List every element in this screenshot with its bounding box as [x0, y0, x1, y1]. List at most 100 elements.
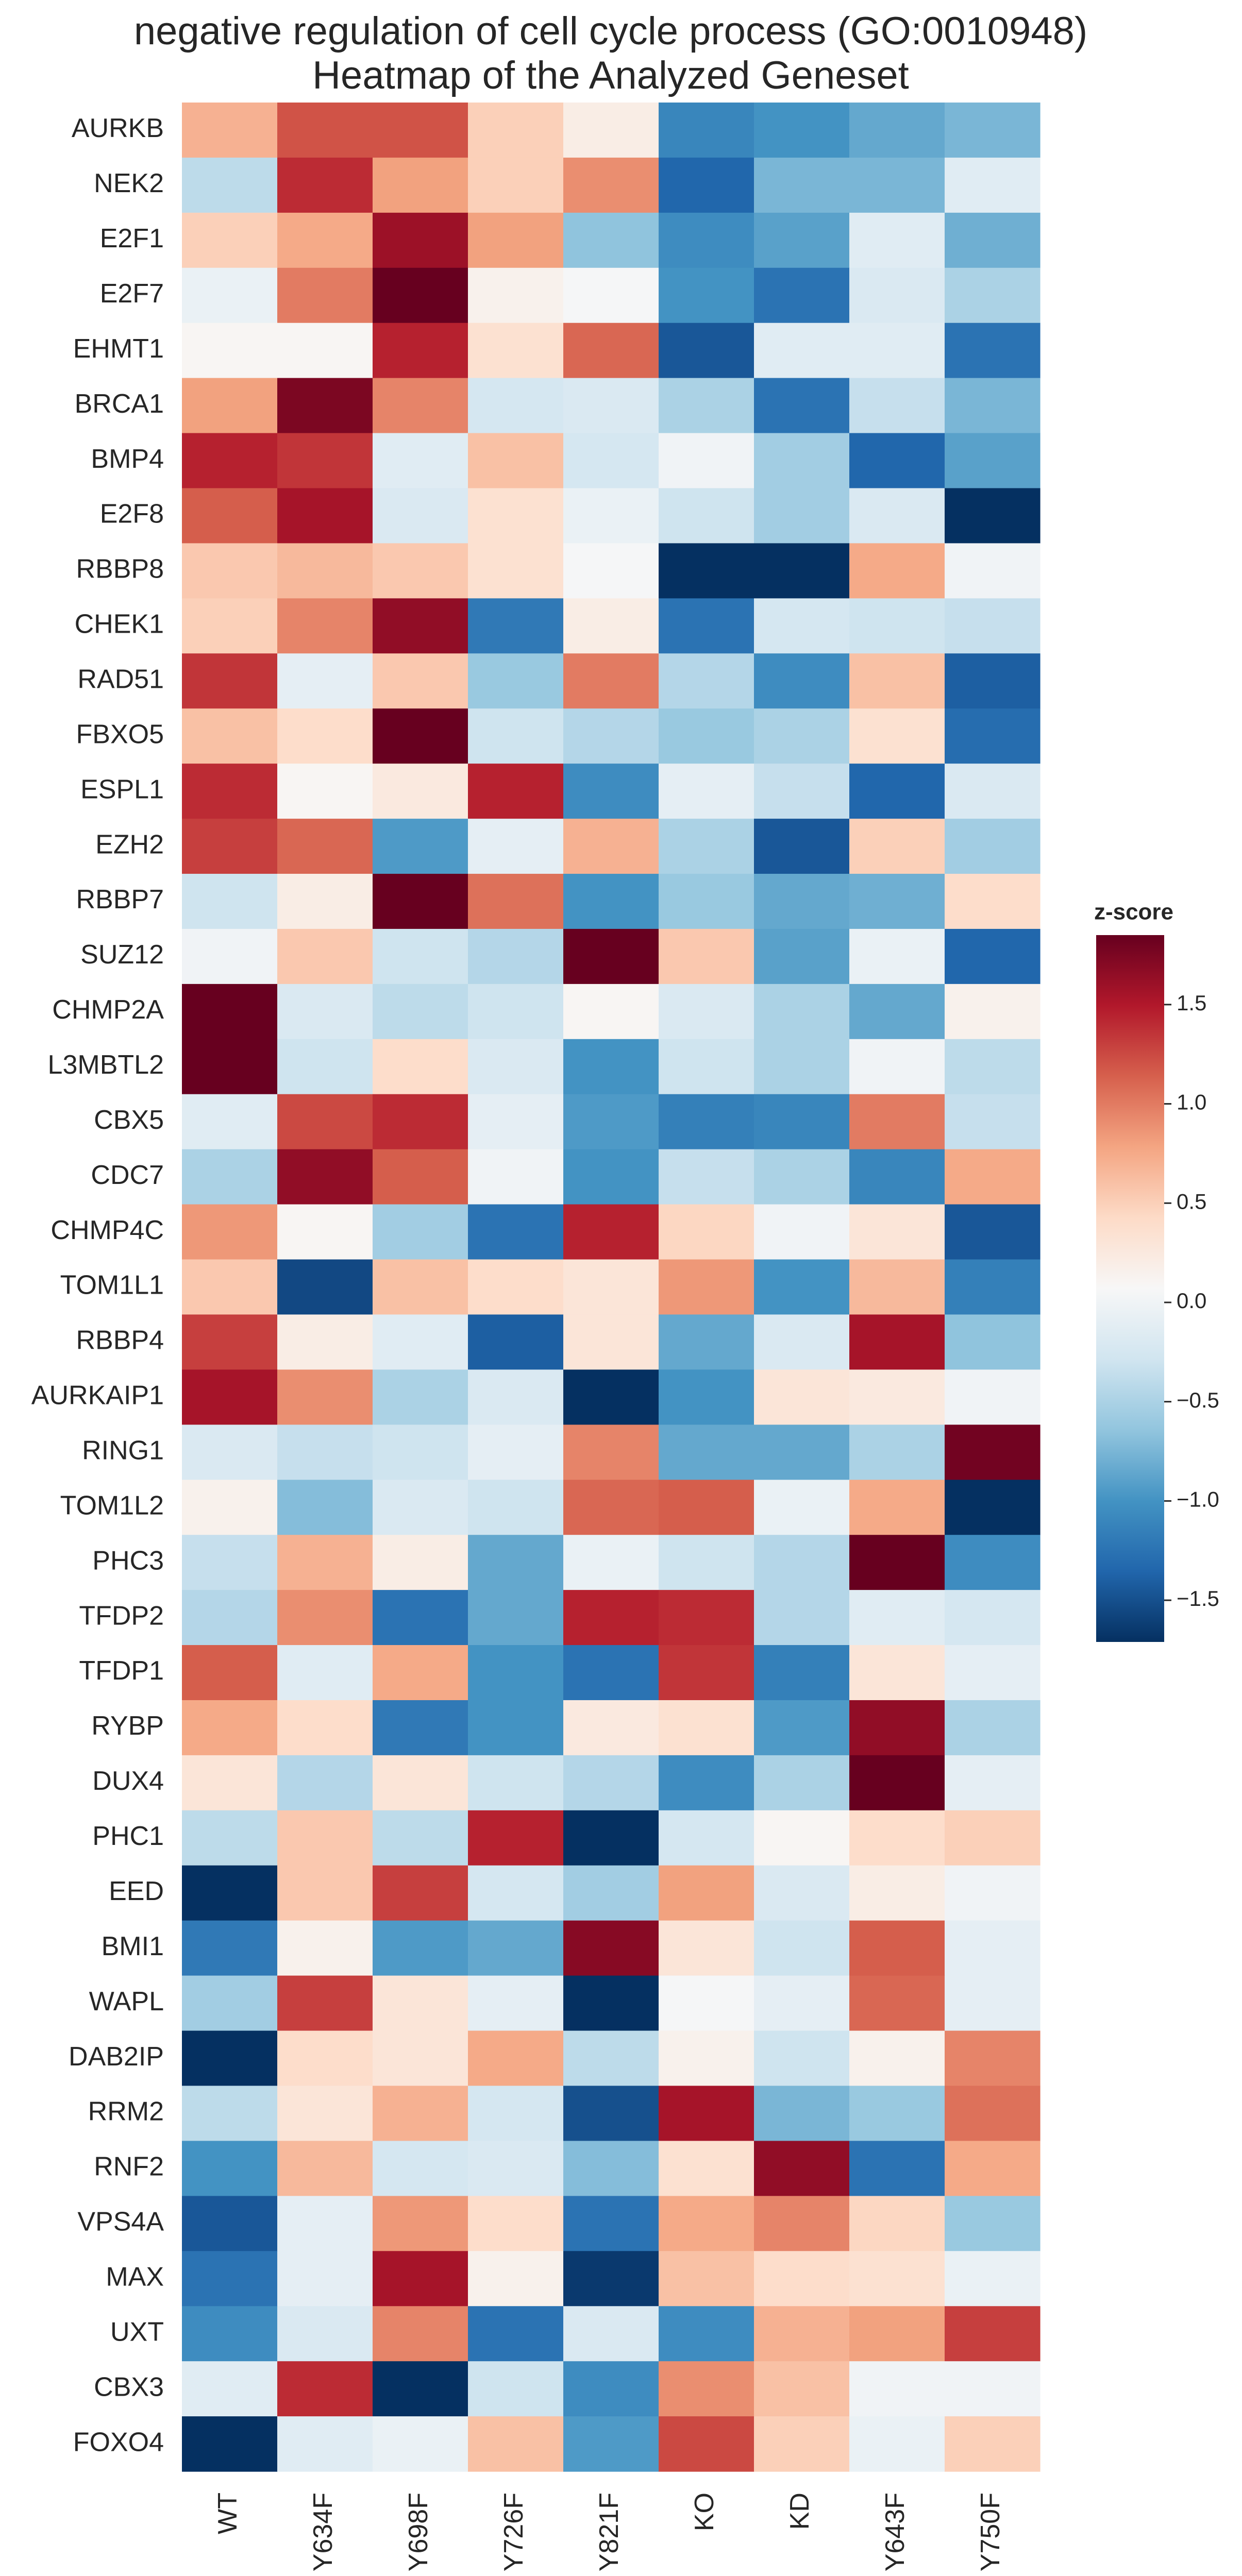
- heatmap-cell: [182, 2306, 278, 2362]
- heatmap-cell: [945, 1700, 1040, 1756]
- heatmap-cell: [754, 1645, 850, 1701]
- heatmap-cell: [182, 1535, 278, 1590]
- heatmap-cell: [563, 819, 659, 874]
- heatmap-cell: [563, 1314, 659, 1370]
- heatmap-cell: [277, 598, 373, 654]
- heatmap-cell: [373, 212, 468, 268]
- heatmap-cell: [945, 764, 1040, 819]
- colorbar-title: z-score: [1094, 900, 1173, 925]
- heatmap-cell: [754, 708, 850, 764]
- heatmap-cell: [277, 2141, 373, 2196]
- row-label: E2F1: [100, 224, 164, 253]
- heatmap-cell: [849, 653, 945, 709]
- heatmap-cell: [754, 1480, 850, 1535]
- heatmap-cell: [659, 1204, 754, 1260]
- heatmap-cell: [277, 1755, 373, 1811]
- heatmap-cell: [468, 323, 564, 379]
- heatmap-cell: [468, 1314, 564, 1370]
- heatmap-cell: [659, 2196, 754, 2251]
- heatmap-cell: [754, 653, 850, 709]
- heatmap-cell: [945, 1535, 1040, 1590]
- colorbar-tick-label: 0.0: [1177, 1289, 1206, 1313]
- heatmap-cell: [563, 598, 659, 654]
- heatmap-cell: [659, 1314, 754, 1370]
- heatmap-cell: [563, 488, 659, 544]
- heatmap-cell: [849, 764, 945, 819]
- heatmap-cell: [373, 874, 468, 929]
- heatmap-cell: [945, 1204, 1040, 1260]
- heatmap-cell: [945, 1755, 1040, 1811]
- heatmap-cell: [563, 2086, 659, 2142]
- heatmap-cell: [849, 2361, 945, 2417]
- colorbar-tick-label: −1.5: [1177, 1586, 1219, 1611]
- heatmap-cell: [277, 488, 373, 544]
- heatmap-cell: [659, 2030, 754, 2087]
- heatmap-cell: [945, 1975, 1040, 2031]
- heatmap-cell: [468, 2196, 564, 2251]
- heatmap-cell: [468, 653, 564, 709]
- heatmap-cell: [754, 1204, 850, 1260]
- heatmap-cell: [563, 1204, 659, 1260]
- heatmap-cell: [373, 1369, 468, 1425]
- heatmap-cell: [849, 1700, 945, 1756]
- heatmap-cell: [849, 2030, 945, 2087]
- heatmap-cell: [182, 1645, 278, 1701]
- heatmap-cell: [182, 488, 278, 544]
- heatmap-cell: [849, 1314, 945, 1370]
- heatmap-cell: [849, 1865, 945, 1921]
- heatmap-cell: [754, 2196, 850, 2251]
- heatmap-cell: [659, 157, 754, 213]
- heatmap-cell: [182, 2196, 278, 2251]
- heatmap-cell: [373, 2141, 468, 2196]
- heatmap-cell: [945, 708, 1040, 764]
- heatmap-cell: [849, 598, 945, 654]
- heatmap-cell: [373, 433, 468, 489]
- heatmap-cell: [468, 708, 564, 764]
- heatmap-cell: [373, 2361, 468, 2417]
- heatmap-cell: [373, 2030, 468, 2087]
- heatmap-cell: [945, 2030, 1040, 2087]
- heatmap-cell: [754, 874, 850, 929]
- heatmap-cell: [849, 708, 945, 764]
- heatmap-cell: [849, 984, 945, 1040]
- heatmap-cell: [277, 708, 373, 764]
- heatmap-cell: [659, 212, 754, 268]
- heatmap-cell: [182, 1865, 278, 1921]
- heatmap-cell: [563, 2141, 659, 2196]
- colorbar-tick-label: 1.5: [1177, 991, 1206, 1015]
- heatmap-cell: [182, 2086, 278, 2142]
- heatmap-cell: [849, 103, 945, 158]
- heatmap-cell: [277, 1865, 373, 1921]
- row-label: NEK2: [94, 168, 164, 198]
- heatmap-cell: [659, 1535, 754, 1590]
- heatmap-cell: [277, 1700, 373, 1756]
- heatmap-cell: [563, 1480, 659, 1535]
- heatmap-cell: [277, 1259, 373, 1315]
- heatmap-cell: [849, 1039, 945, 1095]
- heatmap-cell: [945, 653, 1040, 709]
- heatmap-cell: [373, 764, 468, 819]
- heatmap-cell: [468, 1369, 564, 1425]
- row-label: BRCA1: [75, 389, 164, 419]
- heatmap-cell: [945, 212, 1040, 268]
- heatmap-cell: [182, 1810, 278, 1866]
- heatmap-cell: [468, 1480, 564, 1535]
- heatmap-cell: [373, 1975, 468, 2031]
- heatmap-cell: [945, 928, 1040, 985]
- heatmap-cell: [277, 1810, 373, 1866]
- heatmap-cell: [563, 1259, 659, 1315]
- heatmap-cell: [182, 1314, 278, 1370]
- heatmap-cell: [468, 1700, 564, 1756]
- heatmap-cell: [468, 212, 564, 268]
- heatmap-cell: [945, 1645, 1040, 1701]
- heatmap-cell: [754, 2416, 850, 2472]
- heatmap-cell: [373, 267, 468, 324]
- heatmap-cell: [754, 267, 850, 324]
- row-label: FOXO4: [73, 2427, 164, 2457]
- heatmap-cell: [182, 267, 278, 324]
- heatmap-cell: [468, 543, 564, 599]
- heatmap-cell: [373, 1149, 468, 1205]
- heatmap-cell: [373, 2306, 468, 2362]
- row-label: DUX4: [92, 1766, 164, 1796]
- row-label: AURKB: [72, 113, 164, 143]
